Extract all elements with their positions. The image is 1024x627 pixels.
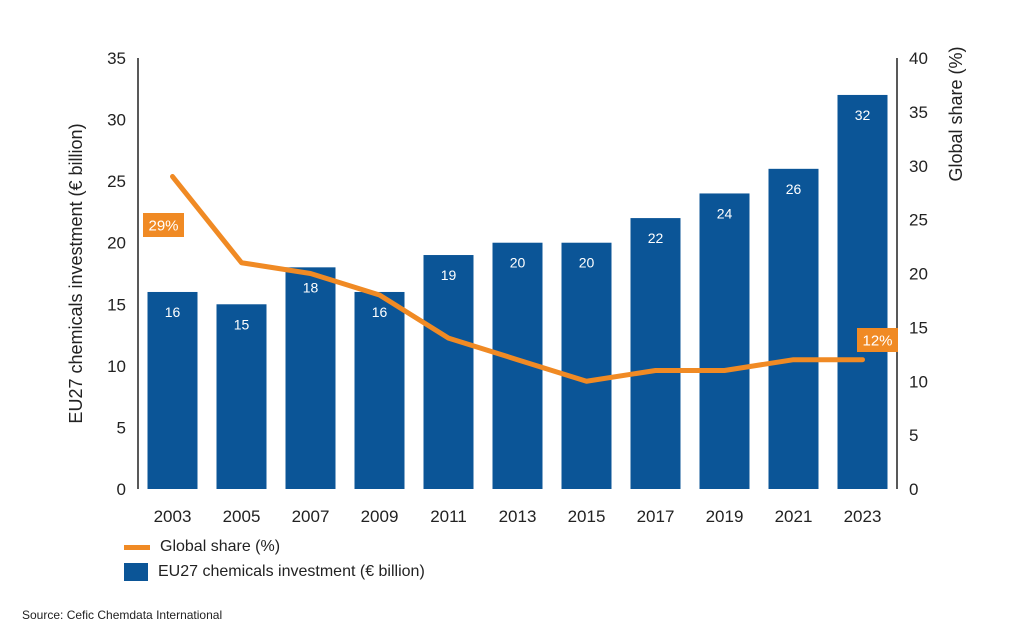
source-note: Source: Cefic Chemdata International <box>22 608 223 622</box>
x-tick-label: 2007 <box>292 507 330 526</box>
left-tick-label: 25 <box>107 172 126 191</box>
legend-item-bar: EU27 chemicals investment (€ billion) <box>124 563 425 581</box>
bar-label-2023: 32 <box>855 107 871 123</box>
bar-label-2021: 26 <box>786 181 802 197</box>
annotation-box-2023 <box>857 328 898 352</box>
bar-2021 <box>768 168 819 490</box>
right-tick-label: 35 <box>909 103 928 122</box>
x-tick-label: 2023 <box>844 507 882 526</box>
annotation-box-2003 <box>143 213 184 237</box>
x-tick-label: 2015 <box>568 507 606 526</box>
bar-label-2005: 15 <box>234 316 250 332</box>
x-tick-label: 2021 <box>775 507 813 526</box>
left-tick-label: 35 <box>107 49 126 68</box>
right-tick-label: 5 <box>909 426 918 445</box>
left-tick-label: 0 <box>117 480 126 499</box>
right-tick-label: 25 <box>909 211 928 230</box>
left-tick-label: 10 <box>107 357 126 376</box>
bar-label-2007: 18 <box>303 279 319 295</box>
annotation-label-2003: 29% <box>148 218 178 235</box>
left-tick-label: 20 <box>107 234 126 253</box>
bar-2023 <box>837 94 888 489</box>
combo-chart: 16 15 18 16 19 20 20 22 24 26 32 0 5 10 15 20 25 30 35 0 5 10… <box>66 46 966 526</box>
left-tick-label: 5 <box>117 418 126 437</box>
right-tick-label: 20 <box>909 265 928 284</box>
right-tick-label: 10 <box>909 372 928 391</box>
bar-label-2019: 24 <box>717 205 733 221</box>
bar-2015 <box>561 242 612 489</box>
legend-swatch-bar <box>124 563 148 581</box>
x-tick-label: 2011 <box>430 507 467 526</box>
x-tick-label: 2017 <box>637 507 675 526</box>
bar-label-2015: 20 <box>579 255 595 271</box>
legend-label-bar: EU27 chemicals investment (€ billion) <box>158 563 425 580</box>
right-tick-label: 40 <box>909 49 928 68</box>
right-tick-label: 30 <box>909 157 928 176</box>
bar-label-2009: 16 <box>372 304 388 320</box>
bar-2007 <box>285 267 336 489</box>
legend-swatch-line <box>124 544 150 550</box>
right-axis-title: Global share (%) <box>946 46 966 181</box>
bar-label-2017: 22 <box>648 230 664 246</box>
legend-item-line: Global share (%) <box>124 538 280 556</box>
bar-label-2003: 16 <box>165 304 181 320</box>
bar-label-2011: 19 <box>441 267 457 283</box>
left-axis-title: EU27 chemicals investment (€ billion) <box>66 123 86 423</box>
left-tick-label: 30 <box>107 111 126 130</box>
x-tick-label: 2019 <box>706 507 744 526</box>
x-tick-label: 2003 <box>154 507 192 526</box>
bar-2009 <box>354 291 405 489</box>
x-tick-label: 2005 <box>223 507 261 526</box>
left-tick-label: 15 <box>107 295 126 314</box>
x-tick-label: 2009 <box>361 507 399 526</box>
bar-2005 <box>216 304 267 489</box>
bar-2017 <box>630 218 681 490</box>
bar-2019 <box>699 193 750 489</box>
legend-label-line: Global share (%) <box>160 538 281 555</box>
right-tick-label: 15 <box>909 318 928 337</box>
bar-2003 <box>147 291 198 489</box>
annotation-label-2023: 12% <box>862 333 892 350</box>
right-tick-label: 0 <box>909 480 918 499</box>
bar-label-2013: 20 <box>510 255 526 271</box>
x-tick-label: 2013 <box>499 507 537 526</box>
bar-2011 <box>423 255 474 489</box>
